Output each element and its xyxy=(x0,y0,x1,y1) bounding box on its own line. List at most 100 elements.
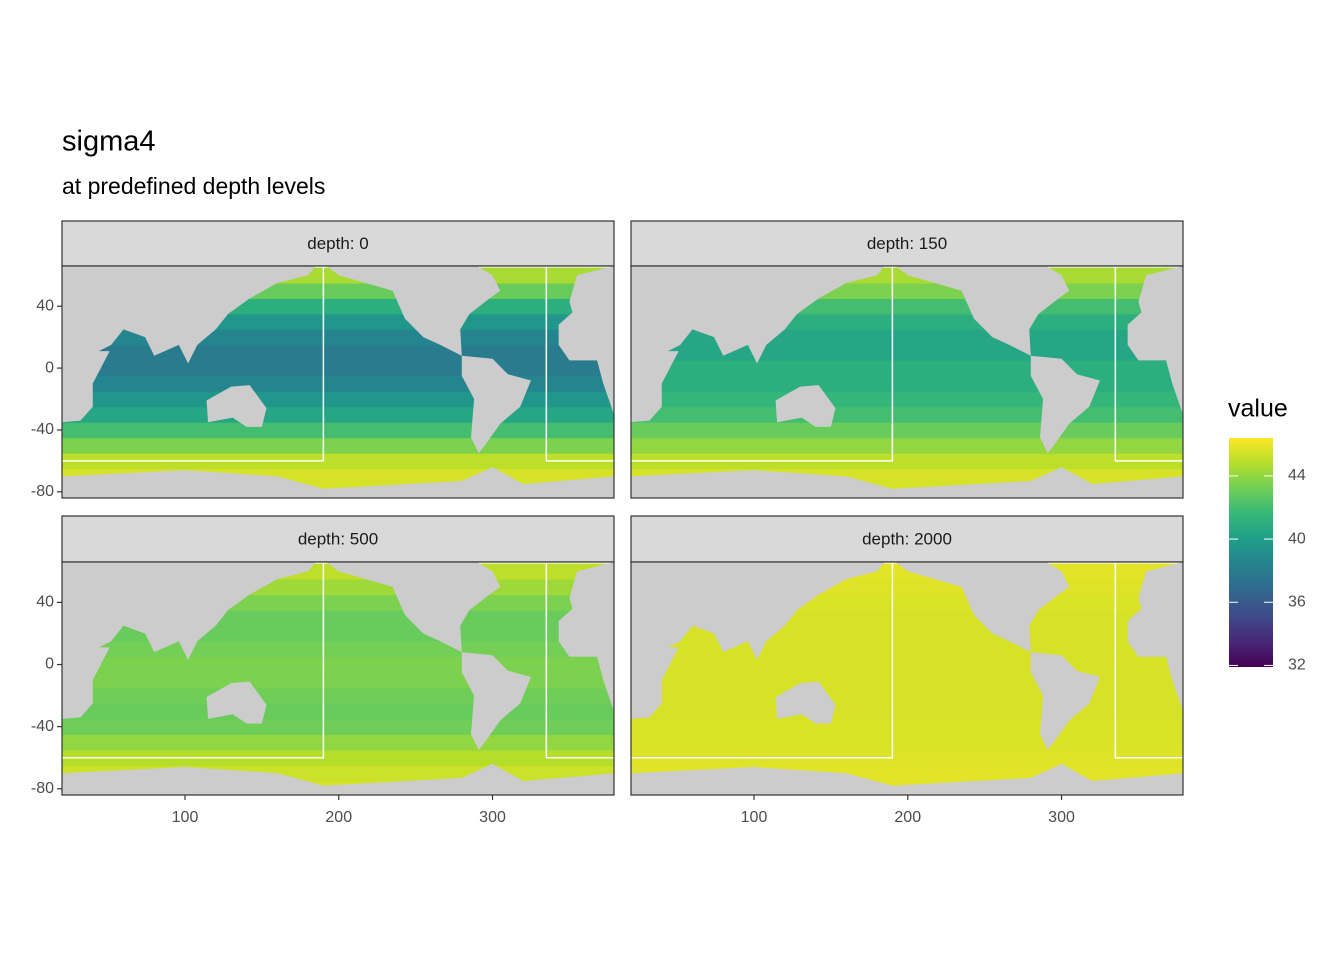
land xyxy=(206,681,267,724)
land xyxy=(62,562,316,719)
raster-band xyxy=(62,672,614,689)
raster-band xyxy=(62,422,614,439)
raster-band xyxy=(631,375,1183,392)
raster-band xyxy=(62,687,614,704)
raster-band xyxy=(62,437,614,454)
raster-band xyxy=(62,391,614,408)
land xyxy=(631,763,1183,795)
raster-band xyxy=(631,437,1183,454)
panel xyxy=(62,266,614,498)
land xyxy=(558,562,614,712)
y-tick-label: -40 xyxy=(31,421,54,438)
panel xyxy=(631,266,1183,498)
region-boundary xyxy=(1114,266,1183,462)
land xyxy=(558,266,614,415)
region-boundary xyxy=(62,266,325,462)
raster-band xyxy=(62,749,614,766)
raster-band xyxy=(631,391,1183,408)
y-tick-label: -40 xyxy=(31,718,54,735)
panel-border xyxy=(630,561,1184,796)
raster-band xyxy=(62,734,614,751)
facet-label: depth: 2000 xyxy=(862,529,952,548)
land xyxy=(62,467,614,498)
raster-band xyxy=(631,641,1183,658)
chart-subtitle: at predefined depth levels xyxy=(62,173,325,199)
raster-band xyxy=(631,344,1183,361)
land xyxy=(1030,652,1100,750)
x-tick-label: 100 xyxy=(741,809,768,826)
facet-strip xyxy=(61,220,615,267)
legend-title: value xyxy=(1228,395,1288,423)
land xyxy=(631,266,885,423)
land xyxy=(326,562,501,653)
raster-band xyxy=(631,749,1183,766)
colorbar xyxy=(1229,438,1273,667)
raster-band xyxy=(62,453,614,470)
x-tick-label: 200 xyxy=(894,809,921,826)
land xyxy=(206,385,267,427)
raster-band xyxy=(631,672,1183,689)
land xyxy=(775,681,836,724)
land xyxy=(895,562,1070,653)
raster-band xyxy=(631,687,1183,704)
land xyxy=(62,266,316,423)
raster-band xyxy=(62,344,614,361)
chart-title: sigma4 xyxy=(62,126,156,158)
raster-band xyxy=(62,641,614,658)
land xyxy=(461,652,531,750)
raster-band xyxy=(62,375,614,392)
x-tick-label: 300 xyxy=(1048,809,1075,826)
region-boundary xyxy=(631,562,894,759)
panel xyxy=(631,562,1183,795)
raster-band xyxy=(62,718,614,735)
region-boundary xyxy=(545,266,614,462)
y-tick-label: 0 xyxy=(45,656,54,673)
region-boundary xyxy=(1114,562,1183,759)
region-boundary xyxy=(62,562,325,759)
colorbar-tick-label: 32 xyxy=(1288,657,1306,674)
region-boundary xyxy=(545,562,614,759)
colorbar-tick-label: 36 xyxy=(1288,593,1306,610)
facet-label: depth: 500 xyxy=(298,529,378,548)
x-tick-label: 200 xyxy=(325,809,352,826)
land xyxy=(1030,355,1100,454)
y-tick-label: -80 xyxy=(31,483,54,500)
raster-band xyxy=(62,703,614,720)
x-tick-label: 100 xyxy=(172,809,199,826)
land xyxy=(461,355,531,454)
land xyxy=(62,763,614,795)
y-tick-label: 0 xyxy=(45,359,54,376)
panel xyxy=(62,562,614,795)
facet-strip xyxy=(630,220,1184,267)
panel-border xyxy=(61,561,615,796)
land xyxy=(631,467,1183,498)
raster-band xyxy=(631,406,1183,423)
y-tick-label: 40 xyxy=(36,594,54,611)
raster-band xyxy=(631,422,1183,439)
region-boundary xyxy=(631,266,894,462)
facet-label: depth: 150 xyxy=(867,234,947,253)
raster-band xyxy=(631,718,1183,735)
colorbar-tick-label: 40 xyxy=(1288,530,1306,547)
land xyxy=(1127,266,1183,415)
raster-band xyxy=(62,360,614,377)
land xyxy=(631,562,885,719)
raster-band xyxy=(631,360,1183,377)
colorbar-tick-label: 44 xyxy=(1288,467,1306,484)
raster-band xyxy=(62,406,614,423)
land xyxy=(775,385,836,427)
land xyxy=(895,266,1070,356)
raster-band xyxy=(62,656,614,673)
land xyxy=(326,266,501,356)
panel-border xyxy=(630,265,1184,499)
x-tick-label: 300 xyxy=(479,809,506,826)
facet-label: depth: 0 xyxy=(307,234,368,253)
raster-band xyxy=(631,734,1183,751)
raster-band xyxy=(631,453,1183,470)
panel-border xyxy=(61,265,615,499)
land xyxy=(1127,562,1183,712)
raster-band xyxy=(631,703,1183,720)
raster-band xyxy=(631,656,1183,673)
facet-strip xyxy=(630,515,1184,563)
